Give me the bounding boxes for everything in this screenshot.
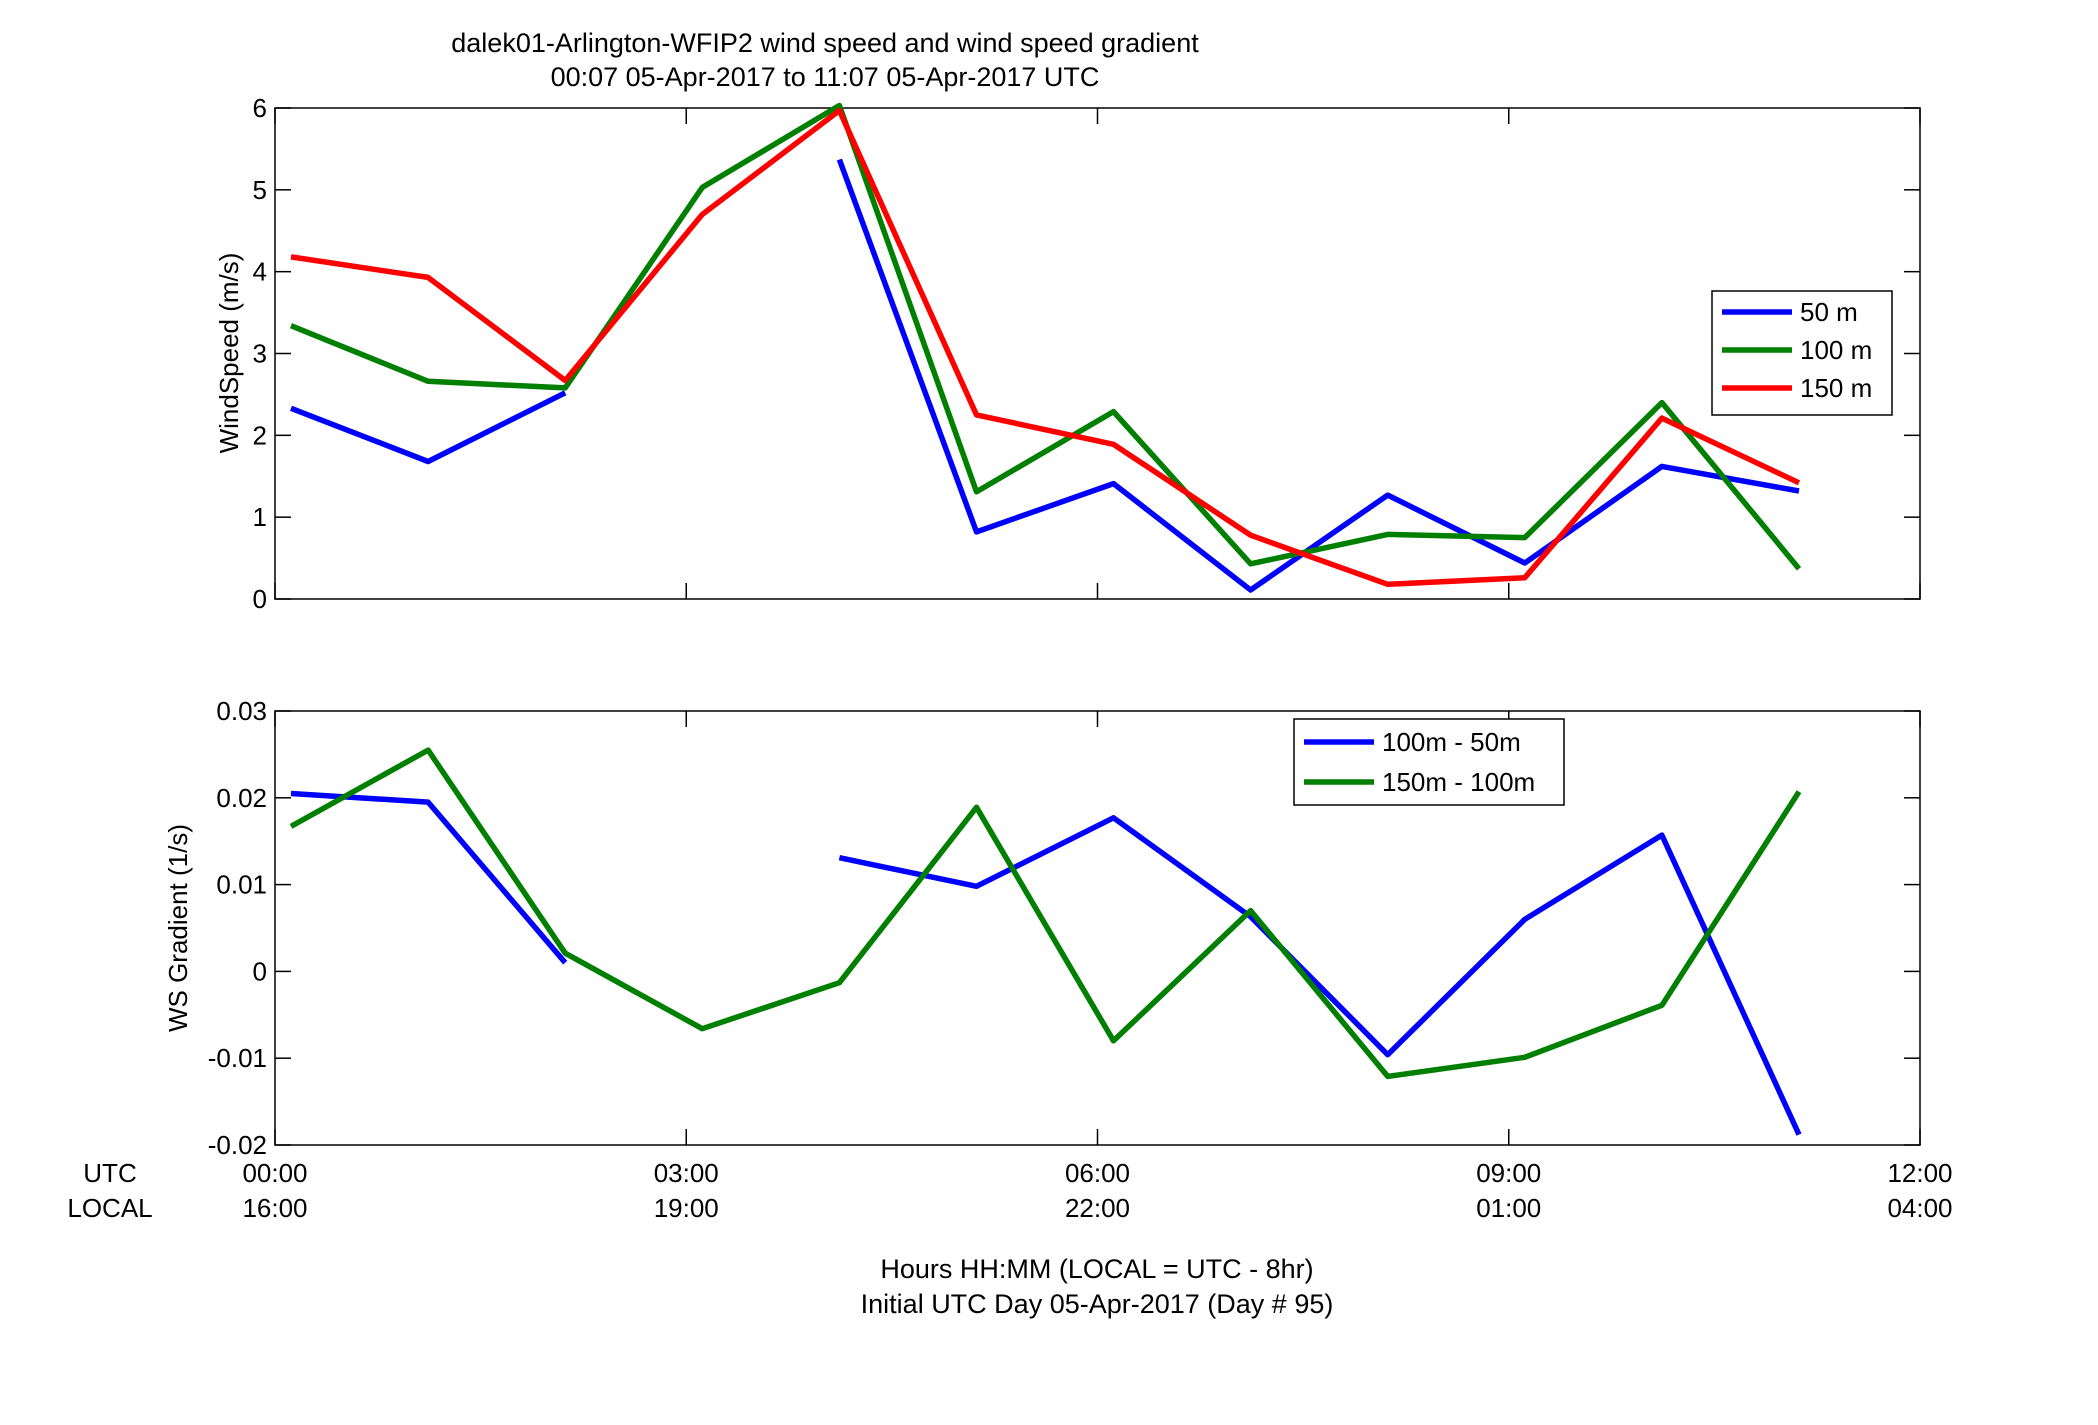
gradient-y-axis-label: WS Gradient (1/s) — [163, 824, 193, 1032]
gradient-panel: -0.02 -0.01 0 0.01 0.02 0.03 WS Gradient (1/s… — [163, 696, 1921, 1160]
windspeed-legend-label: 100 m — [1800, 335, 1872, 365]
x-tick-label-local: 01:00 — [1476, 1193, 1541, 1223]
x-axis-label-line2: Initial UTC Day 05-Apr-2017 (Day # 95) — [861, 1289, 1334, 1319]
gradient-y-tick-label: -0.01 — [208, 1043, 267, 1073]
windspeed-y-axis-label: WindSpeed (m/s) — [214, 253, 244, 454]
gradient-y-tick-label: -0.02 — [208, 1130, 267, 1160]
figure-title-line1: dalek01-Arlington-WFIP2 wind speed and w… — [451, 28, 1199, 58]
gradient-y-ticks: -0.02 -0.01 0 0.01 0.02 0.03 — [208, 696, 1920, 1160]
x-tick-label-local: 04:00 — [1887, 1193, 1952, 1223]
windspeed-series-line-2 — [289, 102, 1802, 571]
windspeed-series-line-1 — [290, 158, 1800, 593]
x-tick-label-utc: 03:00 — [654, 1158, 719, 1188]
gradient-legend-label: 150m - 100m — [1382, 767, 1535, 797]
x-tick-label-utc: 12:00 — [1887, 1158, 1952, 1188]
windspeed-y-tick-label: 5 — [253, 175, 267, 205]
gradient-y-tick-label: 0.01 — [216, 870, 267, 900]
x-tick-label-local: 16:00 — [242, 1193, 307, 1223]
windspeed-y-ticks: 0 1 2 3 4 5 6 — [253, 93, 1920, 614]
x-tick-labels: 00:00 16:00 03:00 19:00 06:00 22:00 09:00 01:00… — [242, 1158, 1952, 1223]
gradient-legend-box — [1293, 718, 1565, 806]
windspeed-series-line-3 — [290, 107, 1801, 588]
utc-row-label: UTC — [83, 1158, 136, 1188]
gradient-y-tick-label: 0.03 — [216, 696, 267, 726]
x-tick-label-utc: 09:00 — [1476, 1158, 1541, 1188]
x-tick-label-utc: 06:00 — [1065, 1158, 1130, 1188]
figure-title-line2: 00:07 05-Apr-2017 to 11:07 05-Apr-2017 U… — [551, 62, 1100, 92]
windspeed-plot-frame — [274, 107, 1921, 600]
windspeed-legend-label: 50 m — [1800, 297, 1858, 327]
gradient-series-line-2 — [289, 747, 1802, 1080]
windspeed-legend: 50 m 100 m 150 m — [1711, 290, 1893, 416]
windspeed-y-tick-label: 2 — [253, 420, 267, 450]
windspeed-y-tick-label: 1 — [253, 502, 267, 532]
x-axis-label-line1: Hours HH:MM (LOCAL = UTC - 8hr) — [880, 1254, 1313, 1284]
windspeed-series — [289, 102, 1802, 593]
windspeed-y-tick-label: 6 — [253, 93, 267, 123]
gradient-legend: 100m - 50m 150m - 100m — [1293, 718, 1565, 806]
windspeed-y-tick-label: 3 — [253, 339, 267, 369]
gradient-plot-frame — [274, 710, 1921, 1146]
windspeed-y-tick-label: 0 — [253, 584, 267, 614]
windspeed-x-ticks — [274, 108, 1921, 599]
x-tick-label-local: 19:00 — [654, 1193, 719, 1223]
local-row-label: LOCAL — [67, 1193, 152, 1223]
x-tick-label-utc: 00:00 — [242, 1158, 307, 1188]
gradient-series-line-1 — [290, 790, 1802, 1136]
windspeed-panel: 0 1 2 3 4 5 6 WindSpeed (m/s) 50 m 100 m 150 m — [214, 93, 1921, 614]
gradient-legend-label: 100m - 50m — [1382, 727, 1521, 757]
gradient-y-tick-label: 0 — [253, 956, 267, 986]
windspeed-y-tick-label: 4 — [253, 257, 267, 287]
gradient-y-tick-label: 0.02 — [216, 783, 267, 813]
gradient-series — [289, 747, 1802, 1136]
windspeed-legend-label: 150 m — [1800, 373, 1872, 403]
x-tick-label-local: 22:00 — [1065, 1193, 1130, 1223]
